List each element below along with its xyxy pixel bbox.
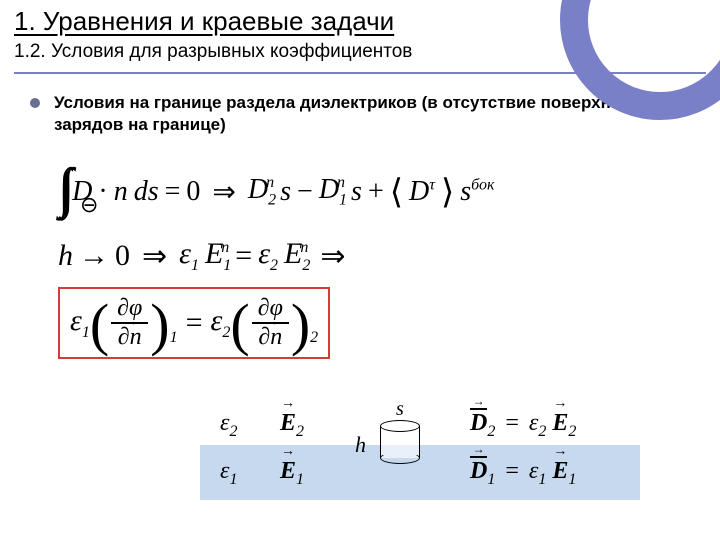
boxed-equation: ε1 ( ∂φ ∂n→ ) 1 = ε2 ( ∂φ ∂n→ ) 2 xyxy=(58,287,330,359)
rparen-1: ) xyxy=(150,302,169,348)
rangle-icon: ⟩ xyxy=(441,172,454,212)
eq1-minus: − xyxy=(297,176,313,208)
lparen-1: ( xyxy=(90,302,109,348)
implies-icon: ⇒ xyxy=(212,175,235,209)
eq1-n: n xyxy=(114,176,128,208)
dia-D1-eq: D1 = ε1 E1 xyxy=(470,458,576,489)
eq2-eq: = xyxy=(235,239,252,273)
dia-E1: E1 xyxy=(280,458,304,489)
dia-D2-eq: D2 = ε2 E2 xyxy=(470,410,576,441)
bullet-text: Условия на границе раздела диэлектриков … xyxy=(54,92,690,136)
eq1-s1: s xyxy=(280,176,291,208)
slide-title: 1. Уравнения и краевые задачи xyxy=(14,6,706,37)
eq1-dot: · xyxy=(98,176,107,208)
rparen-2: ) xyxy=(291,302,310,348)
eq1-s3: sбок xyxy=(460,176,494,208)
dia-s: s xyxy=(396,398,404,421)
dia-eps1: ε1 xyxy=(220,458,237,489)
dia-h: h xyxy=(355,432,366,458)
eq1-s2: s xyxy=(351,176,362,208)
eq1-plus: + xyxy=(368,176,384,208)
eq1-Dtau: Dτ xyxy=(409,176,435,208)
equation-3: ε1 ( ∂φ ∂n→ ) 1 = ε2 ( ∂φ ∂n→ ) 2 xyxy=(70,295,318,351)
eq2-E2: E2n xyxy=(284,237,308,275)
eq3-eps2: ε2 xyxy=(211,304,231,342)
content-area: Условия на границе раздела диэлектриков … xyxy=(30,92,690,136)
closed-loop-icon: ⊖ xyxy=(80,192,98,218)
eq1-D2: D2n xyxy=(248,174,274,210)
bullet-item: Условия на границе раздела диэлектриков … xyxy=(30,92,690,136)
langle-icon: ⟨ xyxy=(390,172,403,212)
eq2-to: → xyxy=(79,239,109,273)
eq2-eps2: ε2 xyxy=(258,237,278,275)
eq1-D1: D1n xyxy=(319,174,345,210)
eq3-eq: = xyxy=(186,306,203,340)
dielectric-diagram: ε2 ε1 E2 E1 h s D2 = ε2 E2 D1 = ε1 E1 xyxy=(200,390,640,500)
eq2-h: h xyxy=(58,239,73,273)
bullet-dot-icon xyxy=(30,98,40,108)
eq3-sub1: 1 xyxy=(170,329,178,347)
eq3-eps1: ε1 xyxy=(70,304,90,342)
eq1-eq: = xyxy=(165,176,181,208)
eq3-frac2: ∂φ ∂n→ xyxy=(252,295,289,351)
eq3-frac1: ∂φ ∂n→ xyxy=(111,295,148,351)
cylinder-icon xyxy=(380,420,420,464)
eq1-ds: ds xyxy=(134,176,159,208)
dia-E2: E2 xyxy=(280,410,304,441)
equations-area: ∫∫ ⊖ D · n ds = 0 ⇒ D2n s − D1n s + ⟨ Dτ… xyxy=(58,160,678,359)
dia-eps2: ε2 xyxy=(220,410,237,441)
implies-icon-2: ⇒ xyxy=(142,239,167,274)
double-integral-icon: ∫∫ xyxy=(58,156,63,219)
equation-1: ∫∫ ⊖ D · n ds = 0 ⇒ D2n s − D1n s + ⟨ Dτ… xyxy=(58,160,678,223)
implies-icon-3: ⇒ xyxy=(320,239,345,274)
eq3-sub2: 2 xyxy=(310,329,318,347)
eq1-zero: 0 xyxy=(186,176,200,208)
eq2-eps1: ε1 xyxy=(179,237,199,275)
equation-2: h → 0 ⇒ ε1 E1n = ε2 E2n ⇒ xyxy=(58,237,678,275)
header-block: 1. Уравнения и краевые задачи 1.2. Услов… xyxy=(14,6,706,63)
lparen-2: ( xyxy=(230,302,249,348)
slide-container: 1. Уравнения и краевые задачи 1.2. Услов… xyxy=(0,0,720,540)
eq2-E1: E1n xyxy=(205,237,229,275)
eq2-zero: 0 xyxy=(115,239,130,273)
slide-subtitle: 1.2. Условия для разрывных коэффициентов xyxy=(14,41,706,63)
